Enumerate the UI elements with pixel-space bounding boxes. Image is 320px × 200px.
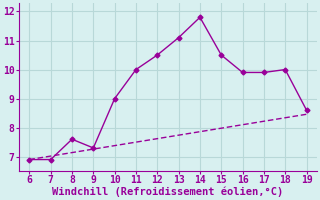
X-axis label: Windchill (Refroidissement éolien,°C): Windchill (Refroidissement éolien,°C) <box>52 187 284 197</box>
